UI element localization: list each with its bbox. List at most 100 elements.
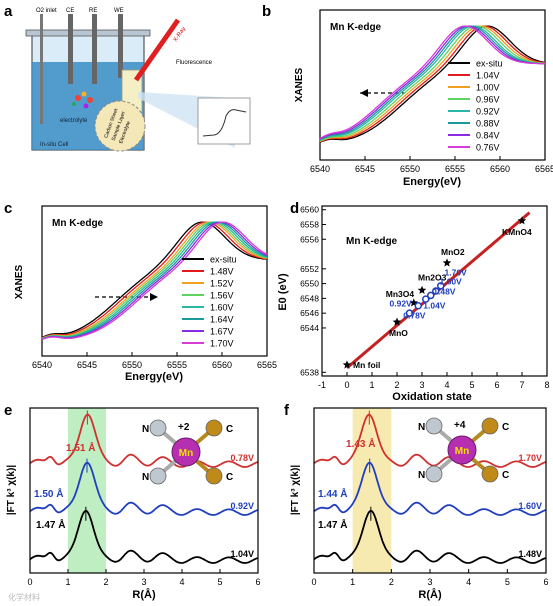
oxidation-label: +4 (454, 420, 466, 431)
legend-label: 1.70V (210, 339, 234, 349)
ligand-label: N (418, 470, 425, 481)
x-tick-label: 6560 (212, 360, 232, 370)
plot-frame (319, 9, 546, 161)
legend-label: 0.84V (476, 131, 500, 141)
oxidation-label: +2 (178, 422, 190, 433)
xanes-curve (319, 25, 546, 140)
arrow-head (360, 89, 368, 97)
chart-title: Mn K-edge (330, 22, 382, 33)
plot-frame (41, 205, 268, 357)
sample-point (437, 282, 445, 290)
xanes-inset-box (197, 97, 251, 145)
ligand-atom (149, 467, 167, 485)
re-electrode (92, 14, 97, 84)
arrow-head (150, 293, 158, 301)
reference-point (517, 216, 527, 225)
xanes-curve (319, 25, 546, 141)
x-tick-label: 7 (519, 380, 524, 390)
molecule-dot (81, 91, 87, 97)
xanes-curve (319, 25, 546, 142)
panel-a-schematic: a O2 inlet CE RE WE electrolyte In-situ … (4, 3, 251, 152)
re-label: RE (89, 8, 97, 14)
x-axis-label: R(Å) (418, 588, 442, 601)
ligand-atom (425, 417, 443, 435)
legend-label: 0.96V (476, 95, 500, 105)
x-tick-label: 6 (543, 577, 548, 587)
xanes-curve (319, 25, 545, 141)
x-tick-label: 5 (217, 577, 222, 587)
legend-label: ex-situ (210, 255, 237, 265)
xanes-curve (41, 221, 268, 340)
series-label: 1.04V (230, 549, 254, 559)
y-tick-label: 6552 (300, 264, 319, 274)
x-tick-label: 0 (311, 577, 316, 587)
metal-label: Mn (179, 448, 193, 459)
x-tick-label: 3 (419, 380, 424, 390)
x-tick-label: 6545 (77, 360, 97, 370)
o2-inlet-tube (40, 14, 43, 124)
x-tick-label: 6540 (310, 164, 330, 174)
panel-label-c: c (4, 200, 12, 217)
chart-title: Mn K-edge (52, 218, 104, 229)
xray-beam (133, 18, 181, 82)
exafs-curve (29, 461, 259, 516)
sample-label: 1.48V (433, 287, 456, 297)
legend-label: 1.60V (210, 303, 234, 313)
molecule-dot (72, 102, 76, 106)
x-tick-label: 6560 (490, 164, 510, 174)
ligand-label: N (142, 472, 149, 483)
x-tick-label: 6540 (32, 360, 52, 370)
panel-label-d: d (290, 200, 299, 217)
reference-point (392, 317, 402, 326)
x-tick-label: 6565 (535, 164, 553, 174)
plot-frame (29, 407, 259, 574)
peak-label: 1.51 Å (66, 441, 95, 454)
panel-d-scatter-chart: d Mn K-edge Oxidation state E0 (eV) Mn f… (277, 200, 550, 403)
x-axis-label: Oxidation state (392, 391, 471, 403)
x-tick-label: 0 (27, 577, 32, 587)
fluorescence-label: Fluorescence (176, 60, 213, 66)
xanes-curve (41, 221, 268, 340)
legend-label: 1.48V (210, 267, 234, 277)
y-tick-label: 6544 (300, 323, 319, 333)
panel-label-f: f (284, 402, 290, 419)
reference-point (342, 360, 352, 369)
legend-label: 0.76V (476, 143, 500, 153)
x-tick-label: 5 (505, 577, 510, 587)
molecule-dot (75, 95, 81, 101)
x-tick-label: 6565 (257, 360, 277, 370)
x-tick-label: 6550 (400, 164, 420, 174)
xanes-curve (41, 221, 268, 338)
reference-label: KMnO4 (502, 227, 532, 237)
reference-point (442, 258, 452, 267)
legend: ex-situ 1.04V 1.00V 0.96V 0.92V 0.88V 0.84V 0.7… (448, 59, 503, 153)
ligand-atom (481, 465, 499, 483)
y-tick-label: 6550 (300, 279, 319, 289)
metal-atom (447, 435, 477, 465)
ligand-atom (205, 467, 223, 485)
x-axis-label: Energy(eV) (403, 176, 461, 188)
x-tick-label: 6550 (122, 360, 142, 370)
x-ticks-group: 6540 6545 6550 6555 6560 6565 (32, 352, 277, 370)
ligand-label: N (142, 424, 149, 435)
panel-e-exafs-chart: e 1.04V 1.47 Å 0.92V 1.50 Å 0.78V 1.51 Å 0 1 2 3 4… (4, 402, 261, 601)
xanes-curve (319, 25, 546, 143)
plot-frame (313, 407, 547, 574)
series-label: 1.70V (518, 453, 542, 463)
sample-label: 0.78V (403, 310, 426, 320)
x-tick-label: 6 (255, 577, 260, 587)
y-axis-label: E0 (eV) (277, 273, 289, 311)
sample-point (432, 287, 440, 295)
molecule-dot (83, 103, 89, 109)
ligand-label: C (502, 470, 509, 481)
x-axis-label: Energy(eV) (125, 371, 183, 383)
metal-atom (171, 437, 201, 467)
legend-label: 0.92V (476, 107, 500, 117)
series-label: 1.60V (518, 501, 542, 511)
xanes-curve (41, 221, 268, 339)
x-tick-label: 6555 (167, 360, 187, 370)
ligand-atom (205, 419, 223, 437)
xanes-curve (41, 221, 268, 340)
